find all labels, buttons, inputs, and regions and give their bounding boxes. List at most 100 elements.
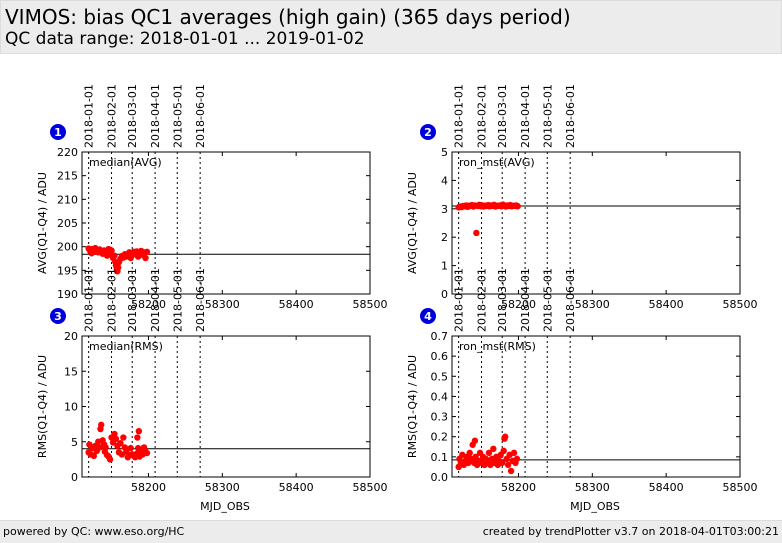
data-point xyxy=(117,439,124,447)
data-point xyxy=(127,444,134,452)
data-point xyxy=(120,434,127,441)
chart-panel-3: 2018-01-01 2018-02-01 2018-03-01 2018-04-01… xyxy=(36,268,388,513)
panel-label: ron_mst(RMS) xyxy=(459,340,536,353)
y-tick-label: 0.1 xyxy=(431,451,449,464)
page-header: VIMOS: bias QC1 averages (high gain) (36… xyxy=(0,0,782,54)
date-marker-label: 2018-04-01 xyxy=(149,84,162,148)
date-marker-label: 2018-04-01 xyxy=(519,268,532,332)
data-point xyxy=(111,252,118,259)
date-marker-label: 2018-05-01 xyxy=(171,84,184,148)
data-point xyxy=(143,248,151,256)
x-tick-label: 58500 xyxy=(723,298,758,311)
date-marker-label: 2018-03-01 xyxy=(126,84,139,148)
data-point xyxy=(111,430,118,438)
x-axis-label: MJD_OBS xyxy=(200,500,250,513)
data-point xyxy=(507,467,515,475)
data-point xyxy=(142,254,149,262)
x-tick-label: 58500 xyxy=(353,298,388,311)
panel-number-badge xyxy=(420,308,436,324)
panel-number: 2 xyxy=(424,126,432,139)
date-marker-label: 2018-03-01 xyxy=(496,268,509,332)
date-marker-label: 2018-06-01 xyxy=(564,84,577,148)
y-tick-label: 195 xyxy=(57,264,78,277)
chart-panel-4: 2018-01-01 2018-02-01 2018-03-01 2018-04-01… xyxy=(406,268,758,513)
data-point xyxy=(510,449,518,457)
date-marker-label: 2018-01-01 xyxy=(453,84,466,148)
x-tick-label: 58500 xyxy=(353,481,388,494)
date-marker-label: 2018-02-01 xyxy=(106,84,119,148)
panel-number: 4 xyxy=(424,310,432,323)
y-tick-label: 20 xyxy=(64,330,78,343)
x-tick-label: 58200 xyxy=(501,481,536,494)
y-tick-label: 4 xyxy=(441,174,448,187)
y-tick-label: 0.2 xyxy=(431,431,449,444)
y-tick-label: 0.3 xyxy=(431,411,449,424)
x-tick-label: 58300 xyxy=(575,481,610,494)
panel-label: median(AVG) xyxy=(89,156,162,169)
date-marker-label: 2018-05-01 xyxy=(541,84,554,148)
date-marker-label: 2018-01-01 xyxy=(453,268,466,332)
data-point xyxy=(471,437,479,444)
data-point xyxy=(513,455,521,463)
data-point xyxy=(108,247,115,254)
date-marker-label: 2018-05-01 xyxy=(171,268,184,332)
y-tick-label: 5 xyxy=(441,146,448,159)
page-subtitle: QC data range: 2018-01-01 ... 2019-01-02 xyxy=(5,29,365,49)
panel-label: ron_mst(AVG) xyxy=(459,156,535,169)
y-tick-label: 15 xyxy=(64,365,78,378)
x-tick-label: 58200 xyxy=(131,298,166,311)
y-tick-label: 0 xyxy=(71,471,78,484)
data-point xyxy=(90,452,98,460)
data-point xyxy=(501,433,509,440)
data-point xyxy=(466,449,473,457)
y-tick-label: 190 xyxy=(57,288,78,301)
x-tick-label: 58500 xyxy=(723,481,758,494)
date-marker-label: 2018-04-01 xyxy=(149,268,162,332)
date-marker-label: 2018-01-01 xyxy=(83,268,96,332)
date-marker-label: 2018-03-01 xyxy=(496,84,509,148)
y-axis-label: AVG(Q1-Q4) / ADU xyxy=(406,172,419,274)
data-point xyxy=(490,445,497,452)
data-point xyxy=(504,461,512,469)
x-tick-label: 58200 xyxy=(501,298,536,311)
date-marker-label: 2018-06-01 xyxy=(564,268,577,332)
data-point xyxy=(514,203,521,210)
panel-number-badge xyxy=(420,124,436,140)
date-marker-label: 2018-02-01 xyxy=(476,84,489,148)
data-point xyxy=(134,434,141,441)
x-axis-label: MJD_OBS xyxy=(570,500,620,513)
x-tick-label: 58400 xyxy=(279,481,314,494)
y-axis-label: RMS(Q1-Q4) / ADU xyxy=(406,355,419,458)
y-tick-label: 215 xyxy=(57,170,78,183)
x-tick-label: 58400 xyxy=(279,298,314,311)
y-tick-label: 205 xyxy=(57,217,78,230)
data-point xyxy=(135,427,143,435)
date-marker-label: 2018-04-01 xyxy=(519,84,532,148)
panel-number: 3 xyxy=(54,310,62,323)
data-point xyxy=(143,449,151,457)
y-tick-label: 5 xyxy=(71,436,78,449)
y-tick-label: 0 xyxy=(441,288,448,301)
chart-panel-2: 2018-01-01 2018-02-01 2018-03-01 2018-04-01… xyxy=(406,84,758,311)
panel-label: median(RMS) xyxy=(89,340,163,353)
data-point xyxy=(499,459,506,467)
panel-number-badge xyxy=(50,124,66,140)
x-tick-label: 58400 xyxy=(649,298,684,311)
date-marker-label: 2018-05-01 xyxy=(541,268,554,332)
y-axis-label: AVG(Q1-Q4) / ADU xyxy=(36,172,49,274)
date-marker-label: 2018-01-01 xyxy=(83,84,96,148)
data-point xyxy=(500,447,507,455)
page-title: VIMOS: bias QC1 averages (high gain) (36… xyxy=(5,5,571,29)
data-point xyxy=(98,421,105,429)
y-tick-label: 1 xyxy=(441,260,448,273)
y-tick-label: 220 xyxy=(57,146,78,159)
date-marker-label: 2018-02-01 xyxy=(106,268,119,332)
y-tick-label: 0.4 xyxy=(431,390,449,403)
y-tick-label: 0.5 xyxy=(431,370,449,383)
y-tick-label: 2 xyxy=(441,231,448,244)
trend-plots: 2018-01-01 2018-02-01 2018-03-01 2018-04-01… xyxy=(36,84,758,513)
panel-number: 1 xyxy=(54,126,62,139)
date-marker-label: 2018-02-01 xyxy=(476,268,489,332)
y-tick-label: 10 xyxy=(64,401,78,414)
y-tick-label: 3 xyxy=(441,203,448,216)
